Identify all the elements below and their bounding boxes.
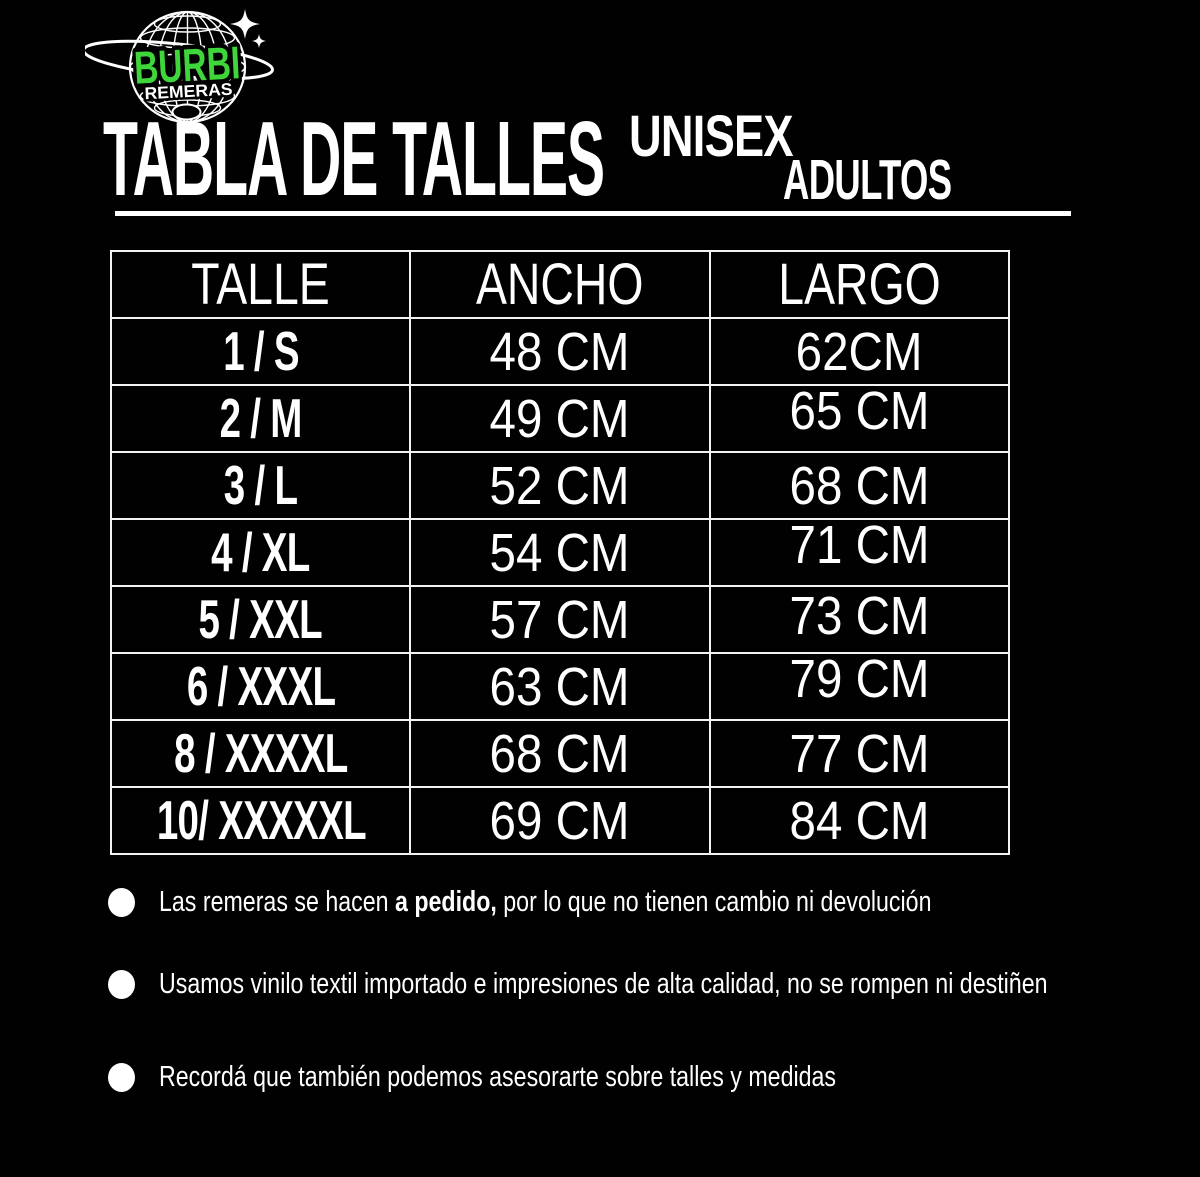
ancho-value: 49 CM (490, 388, 630, 449)
largo-value: 68 CM (789, 455, 930, 516)
size-label: 10/ XXXXXL (156, 789, 367, 851)
cell-talle: 10/ XXXXXL (109, 786, 412, 855)
largo-value: 77 CM (789, 723, 930, 784)
sparkle-small-icon (252, 34, 266, 48)
size-label: 8 / XXXXL (173, 722, 348, 784)
cell-largo: 71 CM (708, 518, 1011, 587)
ancho-value: 48 CM (490, 321, 630, 382)
largo-value: 65 CM (789, 385, 930, 441)
cell-talle: 3 / L (109, 451, 412, 520)
brand-name-text: BURBI (133, 36, 242, 93)
note-text: Usamos vinilo textil importado e impresi… (159, 968, 1048, 1000)
table-row: 5 / XXL 57 CM 73 CM (109, 585, 1011, 654)
cell-largo: 73 CM (708, 585, 1011, 654)
size-label: 6 / XXXL (186, 655, 335, 717)
note-item: Recordá que también podemos asesorarte s… (108, 1061, 1200, 1097)
note-text-post: por lo que no tienen cambio ni devolució… (496, 886, 932, 918)
note-text-pre: Las remeras se hacen (159, 886, 395, 918)
ancho-value: 63 CM (490, 656, 630, 717)
size-label: 3 / L (223, 454, 298, 516)
column-header-label: ANCHO (476, 251, 644, 317)
sparkle-icon (230, 9, 260, 39)
column-header-label: LARGO (778, 251, 941, 317)
largo-value: 84 CM (789, 790, 930, 851)
bullet-dot-icon (108, 970, 135, 999)
column-header-talle: TALLE (109, 250, 412, 319)
ancho-value: 52 CM (490, 455, 630, 516)
page-title: TABLA DE TALLES (103, 100, 605, 218)
note-item: Usamos vinilo textil importado e impresi… (108, 968, 1200, 1004)
table-row: 2 / M 49 CM 65 CM (109, 384, 1011, 453)
cell-ancho: 54 CM (409, 518, 711, 587)
cell-talle: 2 / M (109, 384, 412, 453)
cell-talle: 6 / XXXL (109, 652, 412, 721)
ancho-value: 57 CM (490, 589, 630, 650)
subtitle-unisex: UNISEX (629, 104, 794, 169)
globe-logo-icon: BURBI REMERAS (85, 9, 274, 124)
cell-talle: 5 / XXL (109, 585, 412, 654)
note-text: Recordá que también podemos asesorarte s… (159, 1061, 837, 1093)
ancho-value: 54 CM (490, 522, 630, 583)
title-underline (115, 211, 1071, 216)
largo-value: 79 CM (789, 653, 930, 709)
cell-largo: 62CM (708, 317, 1011, 386)
cell-largo: 65 CM (708, 384, 1011, 453)
cell-ancho: 49 CM (409, 384, 711, 453)
globe-pole-hole (171, 103, 202, 121)
cell-talle: 8 / XXXXL (109, 719, 412, 788)
column-header-ancho: ANCHO (409, 250, 711, 319)
ancho-value: 68 CM (490, 723, 630, 784)
cell-ancho: 69 CM (409, 786, 711, 855)
largo-value: 73 CM (789, 586, 930, 646)
cell-ancho: 63 CM (409, 652, 711, 721)
bullet-dot-icon (108, 1063, 135, 1092)
cell-largo: 68 CM (708, 451, 1011, 520)
table-row: 6 / XXXL 63 CM 79 CM (109, 652, 1011, 721)
orbit-ring (85, 39, 274, 81)
table-row: 8 / XXXXL 68 CM 77 CM (109, 719, 1011, 788)
cell-ancho: 48 CM (409, 317, 711, 386)
size-table: TALLE ANCHO LARGO 1 / S 48 CM 62CM 2 / M… (109, 250, 1011, 855)
cell-largo: 84 CM (708, 786, 1011, 855)
cell-ancho: 52 CM (409, 451, 711, 520)
column-header-largo: LARGO (708, 250, 1011, 319)
brand-badge: BURBI REMERAS (128, 32, 246, 106)
largo-value: 62CM (795, 321, 923, 382)
cell-ancho: 57 CM (409, 585, 711, 654)
cell-talle: 1 / S (109, 317, 412, 386)
table-row: 10/ XXXXXL 69 CM 84 CM (109, 786, 1011, 855)
subtitle-adultos: ADULTOS (783, 148, 952, 212)
note-item: Las remeras se hacen a pedido, por lo qu… (108, 886, 1200, 922)
table-row: 1 / S 48 CM 62CM (109, 317, 1011, 386)
size-label: 1 / S (222, 320, 299, 382)
cell-largo: 77 CM (708, 719, 1011, 788)
cell-largo: 79 CM (708, 652, 1011, 721)
note-text-bold: a pedido, (394, 886, 497, 918)
ancho-value: 69 CM (490, 790, 630, 851)
table-row: 4 / XL 54 CM 71 CM (109, 518, 1011, 587)
size-label: 4 / XL (211, 521, 310, 583)
table-row: 3 / L 52 CM 68 CM (109, 451, 1011, 520)
size-label: 5 / XXL (198, 588, 323, 650)
column-header-label: TALLE (191, 251, 330, 317)
header-row: TALLE ANCHO LARGO (109, 250, 1011, 319)
cell-ancho: 68 CM (409, 719, 711, 788)
largo-value: 71 CM (789, 519, 930, 575)
cell-talle: 4 / XL (109, 518, 412, 587)
note-text: Las remeras se hacen a pedido, por lo qu… (159, 883, 1055, 922)
bullet-dot-icon (108, 888, 135, 917)
size-label: 2 / M (219, 387, 303, 449)
